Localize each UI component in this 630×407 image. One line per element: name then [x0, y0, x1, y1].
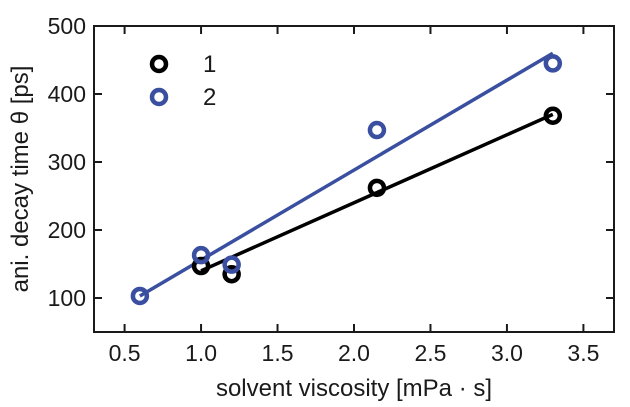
legend: 12	[149, 51, 216, 111]
x-tick-label: 1.0	[185, 340, 217, 366]
data-point-series-2	[191, 245, 211, 265]
y-axis-title: ani. decay time θ [ps]	[7, 66, 34, 293]
legend-label-1: 1	[203, 51, 216, 78]
x-tick-label: 0.5	[109, 340, 141, 366]
axis-ticks: 0.5 1.0 1.5 2.0 2.5 3.0 3.5 100 200 300 400 500	[48, 13, 614, 366]
data-point-series-1	[191, 256, 211, 276]
y-tick-label: 400	[48, 81, 86, 107]
data-point-series-1	[543, 106, 563, 126]
data-point-series-2	[130, 286, 150, 306]
x-tick-label: 3.0	[491, 340, 523, 366]
legend-label-2: 2	[203, 84, 216, 111]
x-tick-label: 1.5	[262, 340, 294, 366]
legend-marker-1	[149, 54, 169, 74]
y-tick-label: 100	[48, 285, 86, 311]
data-point-series-2	[367, 120, 387, 140]
y-tick-label: 300	[48, 149, 86, 175]
data-point-series-2	[543, 54, 563, 73]
data-points	[130, 54, 563, 306]
data-point-series-2	[222, 255, 241, 274]
data-point-series-1	[222, 264, 241, 284]
x-axis-title: solvent viscosity [mPa · s]	[216, 375, 492, 402]
plot-frame	[93, 25, 615, 333]
data-point-series-1	[367, 178, 387, 198]
y-tick-label: 200	[48, 217, 86, 243]
y-tick-label: 500	[48, 13, 86, 39]
x-tick-label: 3.5	[567, 340, 599, 366]
legend-marker-2	[149, 87, 169, 107]
x-tick-label: 2.0	[338, 340, 370, 366]
x-tick-label: 2.5	[414, 340, 446, 366]
